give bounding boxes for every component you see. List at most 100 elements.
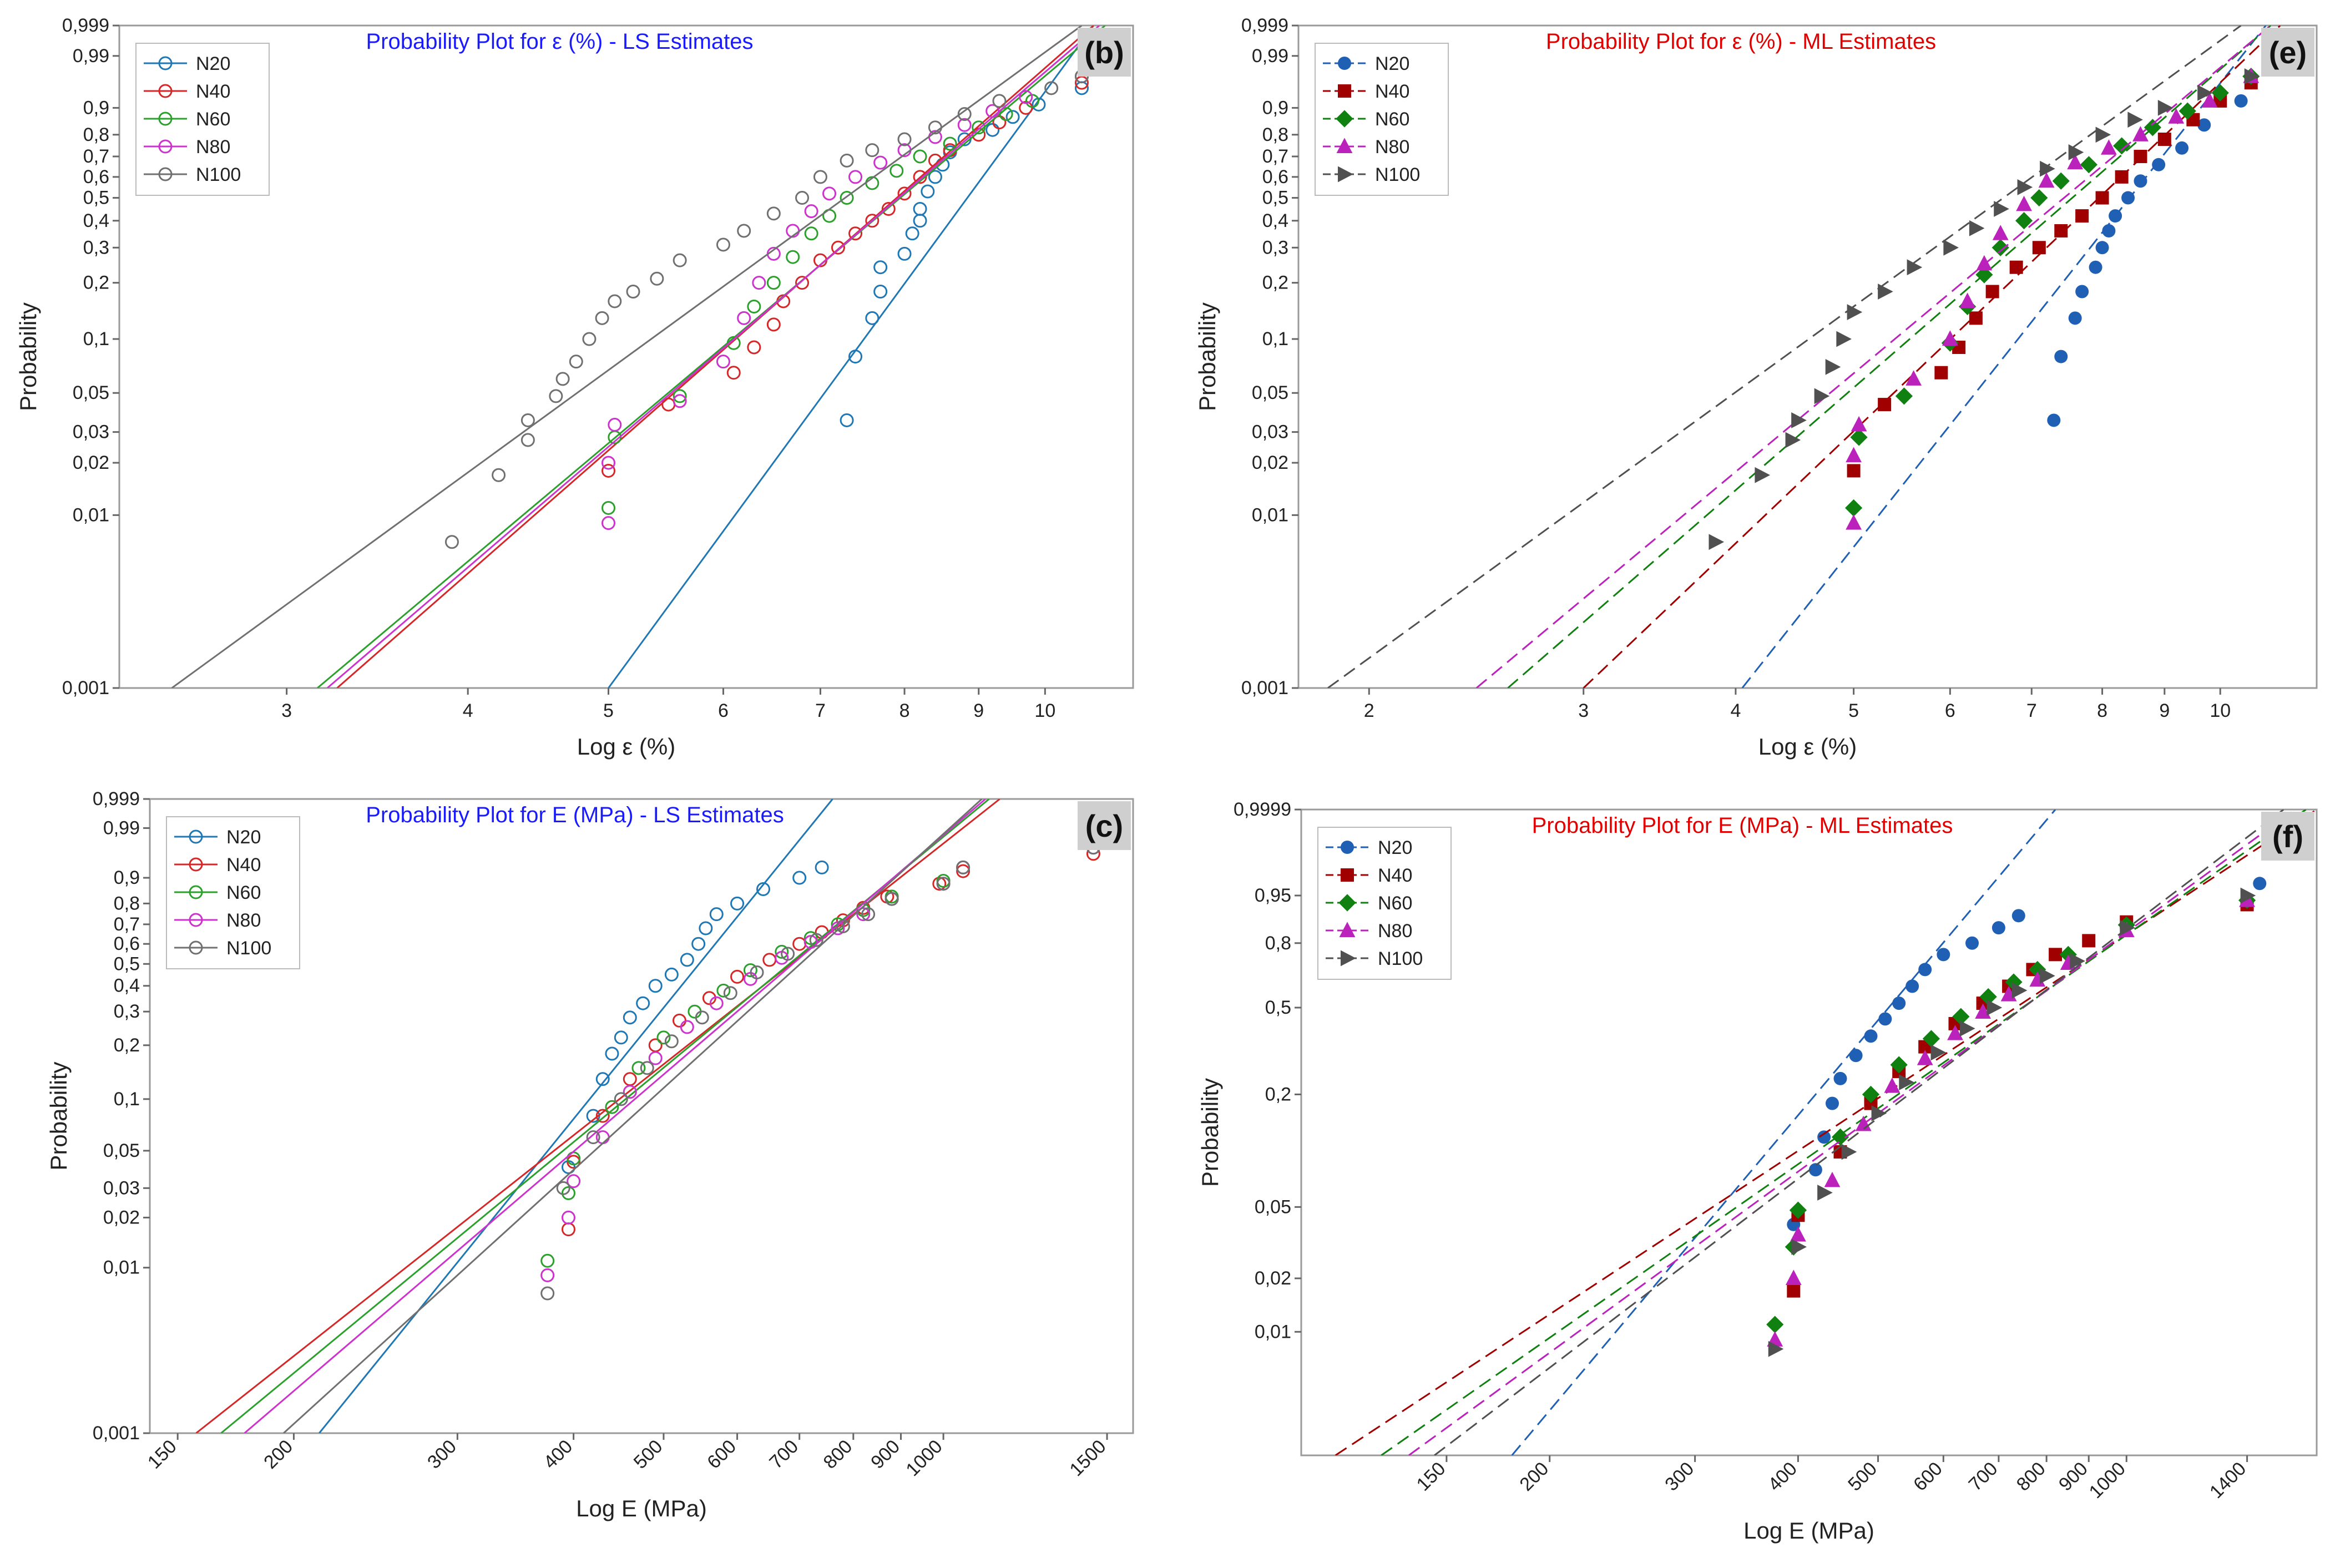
data-point: [856, 907, 871, 922]
y-tick-label: 0,02: [1252, 452, 1288, 473]
data-point: [2040, 160, 2055, 177]
data-point: [1019, 90, 1033, 104]
data-point: [492, 468, 506, 482]
data-point: [614, 1092, 628, 1106]
data-point: [1918, 963, 1932, 977]
data-point: [709, 996, 724, 1010]
data-point: [803, 931, 818, 945]
legend-marker: [1341, 868, 1354, 882]
data-point: [1871, 1105, 1887, 1121]
y-axis-title: Probability: [1197, 1078, 1223, 1187]
probability-plot-strain-ls: 0,0010,010,020,030,050,10,20,30,40,50,60…: [15, 15, 1134, 760]
data-point: [601, 456, 615, 470]
data-point: [664, 1034, 679, 1049]
data-point: [1825, 1096, 1839, 1110]
data-point: [2038, 172, 2055, 188]
data-point: [650, 271, 664, 286]
data-point: [1844, 499, 1863, 517]
data-point: [1855, 1115, 1872, 1131]
x-tick-label: 9: [2159, 700, 2170, 721]
data-point: [567, 1155, 581, 1169]
data-point: [2201, 92, 2218, 108]
data-point: [813, 170, 827, 184]
fit-line-n80: [244, 799, 987, 1433]
data-point: [743, 963, 757, 978]
data-point: [673, 389, 687, 403]
data-point: [1892, 997, 1906, 1010]
x-tick-label: 400: [1764, 1458, 1801, 1495]
data-point: [1817, 1185, 1833, 1201]
data-point: [1992, 921, 2005, 935]
data-point: [595, 1109, 610, 1123]
x-tick-label: 900: [867, 1436, 904, 1473]
legend-marker: [189, 857, 203, 872]
data-point: [897, 186, 912, 201]
y-tick-label: 0,9: [1262, 97, 1288, 118]
data-point: [1791, 412, 1807, 428]
data-point: [2179, 102, 2196, 120]
data-point: [803, 935, 818, 949]
x-tick-label: 8: [2097, 700, 2107, 721]
data-point: [2197, 118, 2211, 132]
data-point: [561, 1186, 575, 1200]
data-point: [1895, 387, 1913, 405]
data-point: [985, 123, 1000, 137]
legend-label: N20: [1378, 837, 1412, 858]
data-point: [1814, 388, 1830, 404]
data-point: [2132, 126, 2149, 141]
chart-title: Probability Plot for E (MPa) - ML Estima…: [1532, 813, 1953, 838]
fit-line-n80: [326, 26, 1100, 688]
data-point: [2134, 174, 2147, 188]
data-point: [1849, 1049, 1863, 1063]
data-point: [2197, 84, 2213, 101]
data-point: [636, 996, 650, 1010]
legend-label: N40: [196, 81, 230, 102]
legend-marker: [189, 829, 203, 844]
data-point: [2120, 919, 2135, 936]
data-point: [699, 921, 713, 935]
y-tick-label: 0,03: [73, 422, 109, 443]
data-point: [1044, 81, 1059, 95]
legend: N20 N40 N60 N80 N100: [135, 43, 270, 196]
data-point: [623, 1085, 637, 1099]
data-point: [804, 204, 818, 219]
y-tick-label: 0,8: [1262, 124, 1288, 145]
y-tick-label: 0,5: [114, 953, 140, 974]
data-point: [1824, 1171, 1841, 1187]
data-point: [1847, 304, 1863, 320]
data-point: [848, 350, 863, 364]
data-point: [889, 164, 904, 178]
x-tick-label: 5: [603, 700, 614, 721]
data-point: [1785, 1269, 1802, 1285]
x-tick-label: 7: [815, 700, 826, 721]
data-point: [608, 418, 622, 432]
y-tick-label: 0,3: [1262, 237, 1288, 258]
data-point: [2240, 887, 2256, 904]
data-point: [1942, 330, 1958, 346]
y-tick-label: 0,1: [1262, 328, 1288, 350]
data-point: [873, 155, 888, 170]
data-point: [831, 240, 845, 255]
legend-marker: [158, 112, 173, 126]
data-point: [1791, 1238, 1807, 1255]
data-point: [1817, 1130, 1831, 1144]
legend-label: N100: [196, 164, 241, 185]
legend-label: N100: [226, 938, 271, 959]
data-point: [861, 907, 876, 922]
data-point: [840, 191, 854, 205]
y-tick-label: 0,99: [1252, 45, 1288, 67]
x-tick-label: 2: [1364, 700, 1374, 721]
y-axis-title: Probability: [46, 1061, 72, 1170]
chart-title: Probability Plot for ε (%) - ML Estimate…: [1546, 29, 1936, 54]
data-point: [716, 237, 730, 252]
x-tick-label: 3: [1578, 700, 1589, 721]
data-point: [520, 433, 535, 447]
data-point: [549, 389, 563, 403]
y-tick-label: 0,7: [1262, 146, 1288, 167]
data-point: [2211, 84, 2229, 102]
data-point: [1808, 1163, 1822, 1177]
fit-line-n20: [608, 26, 1094, 688]
x-tick-label: 300: [1661, 1458, 1698, 1495]
data-point: [2017, 179, 2033, 195]
chart-title: Probability Plot for ε (%) - LS Estimate…: [366, 29, 753, 54]
